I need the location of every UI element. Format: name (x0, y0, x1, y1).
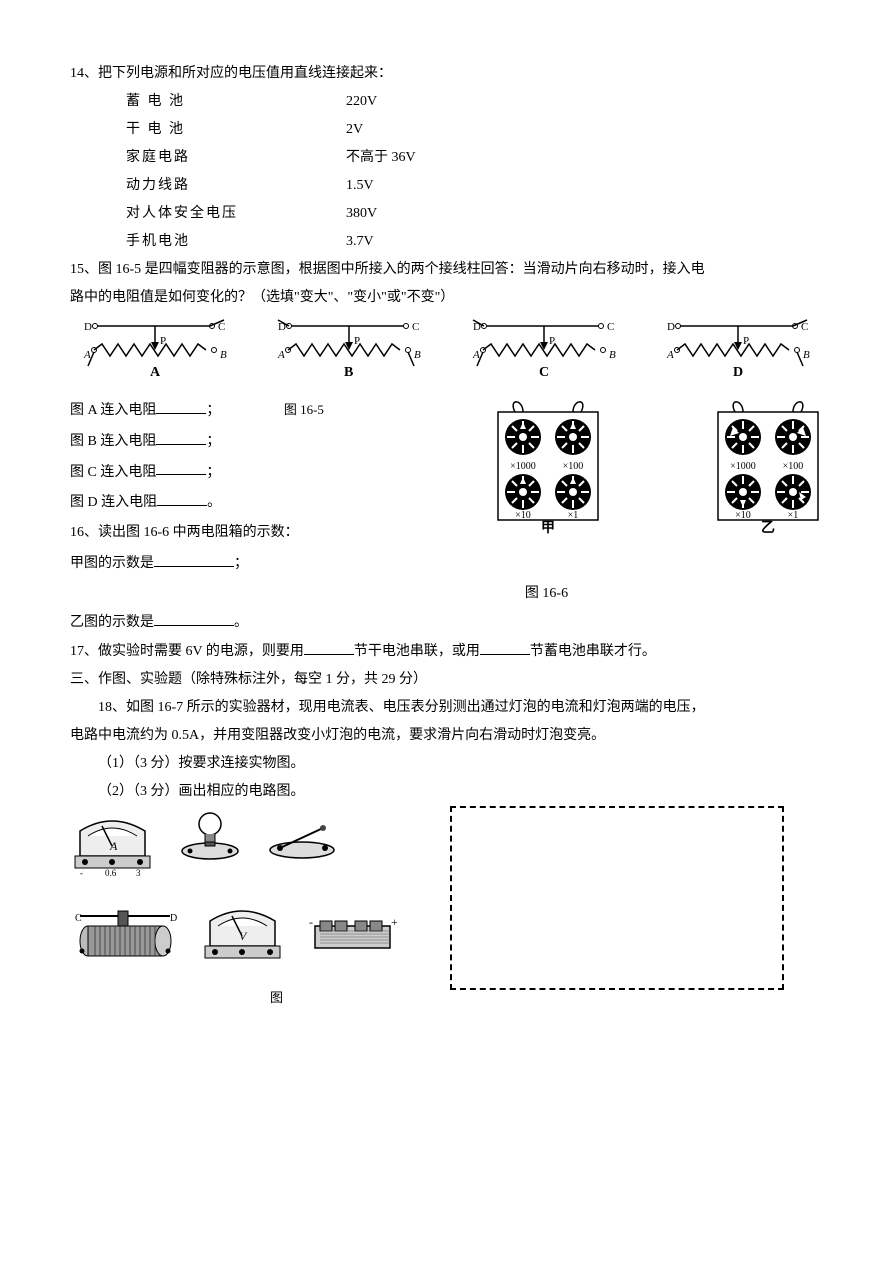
svg-text:-: - (309, 915, 313, 929)
match-right: 380V (346, 200, 377, 228)
q18-sub2: （2）（3 分）画出相应的电路图。 (70, 778, 823, 806)
svg-text:×1000: ×1000 (510, 461, 536, 472)
rheostat-physical-icon: C D (70, 896, 180, 966)
svg-text:×100: ×100 (563, 461, 584, 472)
svg-text:A: A (109, 839, 118, 853)
svg-text:A: A (472, 349, 480, 361)
blank[interactable] (157, 488, 207, 506)
svg-text:×1000: ×1000 (730, 461, 756, 472)
blank[interactable] (156, 396, 206, 414)
q14-prompt: 14、把下列电源和所对应的电压值用直线连接起来： (70, 60, 823, 88)
q17: 17、做实验时需要 6V 的电源，则要用节干电池串联，或用节蓄电池串联才行。 (70, 637, 823, 666)
svg-text:-: - (80, 868, 83, 876)
svg-text:×100: ×100 (783, 461, 804, 472)
rheostat-c-icon: D C P A B C (469, 316, 619, 386)
blank[interactable] (156, 427, 206, 445)
match-left: 手机电池 (126, 228, 346, 256)
match-right: 1.5V (346, 172, 374, 200)
svg-text:C: C (75, 913, 82, 924)
blank[interactable] (154, 608, 234, 626)
fig16-5-caption: 图 16-5 (284, 397, 324, 423)
svg-text:D: D (84, 321, 92, 333)
q15-a-line: 图 A 连入电阻； 图 16-5 (70, 396, 453, 425)
svg-text:A: A (150, 365, 161, 380)
match-left: 蓄 电 池 (126, 88, 346, 116)
svg-text:D: D (667, 321, 675, 333)
q18-line2: 电路中电流约为 0.5A，并用变阻器改变小灯泡的电流，要求滑片向右滑动时灯泡变亮… (70, 722, 823, 750)
svg-text:甲: 甲 (541, 520, 555, 534)
match-left: 对人体安全电压 (126, 200, 346, 228)
svg-text:×1: ×1 (788, 510, 799, 521)
battery-icon: - + (305, 906, 400, 956)
rheostat-b-icon: D C P A B B (274, 316, 424, 386)
rheostat-d-icon: D C P A B D (663, 316, 813, 386)
q14-matching: 蓄 电 池 220V 干 电 池 2V 家庭电路 不高于 36V 动力线路 1.… (70, 88, 823, 256)
q15-prompt1: 15、图 16-5 是四幅变阻器的示意图，根据图中所接入的两个接线柱回答：当滑动… (70, 256, 823, 284)
match-left: 动力线路 (126, 172, 346, 200)
q16-prompt: 16、读出图 16-6 中两电阻箱的示数： (70, 519, 453, 547)
blank[interactable] (304, 637, 354, 655)
svg-text:B: B (803, 349, 810, 361)
svg-text:A: A (666, 349, 674, 361)
svg-text:3: 3 (136, 868, 141, 876)
match-right: 3.7V (346, 228, 374, 256)
resistance-box-yi: ×1000 ×100 ×10 ×1 乙 (713, 394, 823, 534)
svg-text:乙: 乙 (761, 520, 775, 534)
match-left: 家庭电路 (126, 144, 346, 172)
svg-text:0.6: 0.6 (105, 868, 117, 876)
match-right: 不高于 36V (346, 144, 416, 172)
resistance-box-jia: ×1000 ×100 ×10 ×1 甲 (493, 394, 603, 534)
svg-text:D: D (170, 913, 177, 924)
match-left: 干 电 池 (126, 116, 346, 144)
ammeter-icon: A - 0.6 3 (70, 806, 155, 876)
fig16-6-caption: 图 16-6 (270, 580, 823, 608)
match-row: 手机电池 3.7V (70, 228, 823, 256)
svg-text:+: + (391, 915, 398, 929)
bulb-icon (175, 806, 245, 876)
q18-figure-area: A - 0.6 3 C (70, 806, 823, 990)
voltmeter-icon: V (200, 896, 285, 966)
q15-d-line: 图 D 连入电阻。 (70, 488, 453, 517)
q15-c-line: 图 C 连入电阻； (70, 458, 453, 487)
match-row: 对人体安全电压 380V (70, 200, 823, 228)
fig16-6: ×1000 ×100 ×10 ×1 甲 (493, 394, 823, 534)
q18-sub1: （1）（3 分）按要求连接实物图。 (70, 750, 823, 778)
svg-text:B: B (220, 349, 227, 361)
q16-yi: 乙图的示数是。 (70, 608, 823, 637)
svg-text:×1: ×1 (568, 510, 579, 521)
switch-icon (265, 818, 340, 863)
svg-text:B: B (414, 349, 421, 361)
svg-text:A: A (277, 349, 285, 361)
circuit-drawing-area[interactable] (450, 806, 784, 990)
blank[interactable] (480, 637, 530, 655)
q16-jia: 甲图的示数是； (70, 549, 453, 578)
match-row: 动力线路 1.5V (70, 172, 823, 200)
match-row: 蓄 电 池 220V (70, 88, 823, 116)
match-row: 干 电 池 2V (70, 116, 823, 144)
svg-text:C: C (412, 321, 419, 333)
svg-text:B: B (609, 349, 616, 361)
svg-text:C: C (539, 365, 549, 380)
svg-text:D: D (733, 365, 743, 380)
blank[interactable] (154, 549, 234, 567)
components: A - 0.6 3 C (70, 806, 440, 966)
blank[interactable] (156, 458, 206, 476)
match-row: 家庭电路 不高于 36V (70, 144, 823, 172)
svg-text:×10: ×10 (735, 510, 751, 521)
match-right: 2V (346, 116, 363, 144)
rheostat-a-icon: D C P A B A (80, 316, 230, 386)
q18-line1: 18、如图 16-7 所示的实验器材，现用电流表、电压表分别测出通过灯泡的电流和… (70, 694, 823, 722)
svg-text:A: A (83, 349, 91, 361)
q15-prompt2: 路中的电阻值是如何变化的？（选填"变大"、"变小"或"不变"） (70, 284, 823, 312)
match-right: 220V (346, 88, 377, 116)
svg-text:C: C (607, 321, 614, 333)
fig16-5: D C P A B A D C P A B B D C P A B C (70, 316, 823, 386)
q15-b-line: 图 B 连入电阻； (70, 427, 453, 456)
svg-text:B: B (344, 365, 353, 380)
section3-heading: 三、作图、实验题（除特殊标注外，每空 1 分，共 29 分） (70, 666, 823, 694)
svg-text:×10: ×10 (515, 510, 531, 521)
